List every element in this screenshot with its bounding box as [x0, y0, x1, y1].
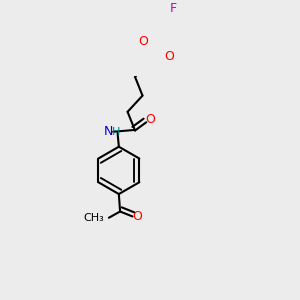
Text: O: O: [164, 50, 174, 63]
Text: N: N: [104, 124, 114, 137]
Text: H: H: [112, 127, 120, 137]
Text: O: O: [145, 113, 155, 126]
Text: CH₃: CH₃: [84, 213, 104, 223]
Text: O: O: [138, 35, 148, 48]
Text: O: O: [132, 209, 142, 223]
Text: F: F: [170, 2, 177, 15]
